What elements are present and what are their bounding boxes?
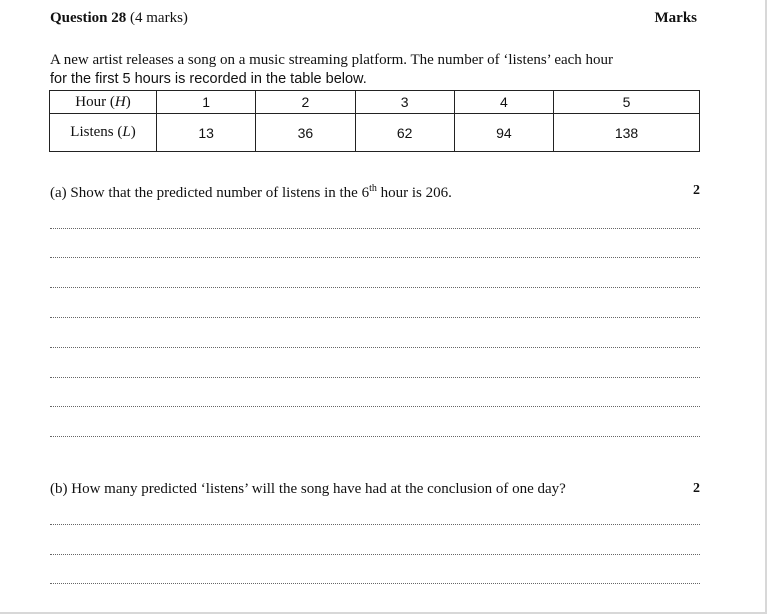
part-b: (b) How many predicted ‘listens’ will th… <box>50 481 700 498</box>
row-header-listens-var: L <box>122 124 131 140</box>
row-header-listens: Listens (L) <box>49 113 157 152</box>
row-header-hour: Hour (H) <box>49 90 157 114</box>
part-a-marks: 2 <box>693 183 700 198</box>
intro-line-2: for the first 5 hours is recorded in the… <box>50 71 367 87</box>
row-header-hour-label: Hour <box>75 93 107 110</box>
answer-line[interactable] <box>50 436 700 437</box>
answer-line[interactable] <box>50 228 700 229</box>
table-cell: 94 <box>453 113 555 152</box>
answer-line[interactable] <box>50 257 700 258</box>
page-border-right <box>765 0 767 614</box>
answer-line[interactable] <box>50 287 700 288</box>
question-marks: (4 marks) <box>126 10 188 26</box>
answer-line[interactable] <box>50 554 700 555</box>
row-header-hour-var: H <box>114 93 126 110</box>
part-a-text-after: hour is 206. <box>376 185 452 201</box>
part-a-superscript: th <box>369 183 377 194</box>
table-cell: 62 <box>354 113 455 152</box>
table-cell: 13 <box>155 113 257 152</box>
part-a-text: (a) Show that the predicted number of li… <box>50 183 452 201</box>
table-cell: 1 <box>155 90 257 114</box>
answer-line[interactable] <box>50 524 700 525</box>
table-row-listens: Listens (L) 13 36 62 94 138 <box>49 113 700 152</box>
table-cell: 5 <box>553 90 700 114</box>
question-number: Question 28 <box>50 10 127 26</box>
part-a: (a) Show that the predicted number of li… <box>50 183 700 202</box>
question-title: Question 28 (4 marks) <box>50 10 188 27</box>
part-a-text-before: (a) Show that the predicted number of li… <box>50 185 370 201</box>
answer-line[interactable] <box>50 583 700 584</box>
answer-line[interactable] <box>50 377 700 378</box>
part-b-marks: 2 <box>693 481 700 496</box>
page-border-bottom <box>0 612 767 614</box>
answer-line[interactable] <box>50 406 700 407</box>
question-intro: A new artist releases a song on a music … <box>50 51 700 89</box>
table-cell: 3 <box>354 90 455 114</box>
answer-line[interactable] <box>50 317 700 318</box>
table-cell: 2 <box>255 90 356 114</box>
table-cell: 4 <box>453 90 555 114</box>
table-row-hour: Hour (H) 1 2 3 4 5 <box>49 90 700 114</box>
table-cell: 138 <box>553 113 700 152</box>
answer-line[interactable] <box>50 347 700 348</box>
question-header: Question 28 (4 marks) Marks <box>50 10 697 27</box>
part-b-text: (b) How many predicted ‘listens’ will th… <box>50 481 566 497</box>
data-table: Hour (H) 1 2 3 4 5 Listens (L) 13 36 62 … <box>49 90 700 152</box>
marks-label: Marks <box>654 10 698 26</box>
intro-line-1: A new artist releases a song on a music … <box>50 52 614 68</box>
row-header-listens-label: Listens <box>70 124 114 140</box>
table-cell: 36 <box>255 113 356 152</box>
